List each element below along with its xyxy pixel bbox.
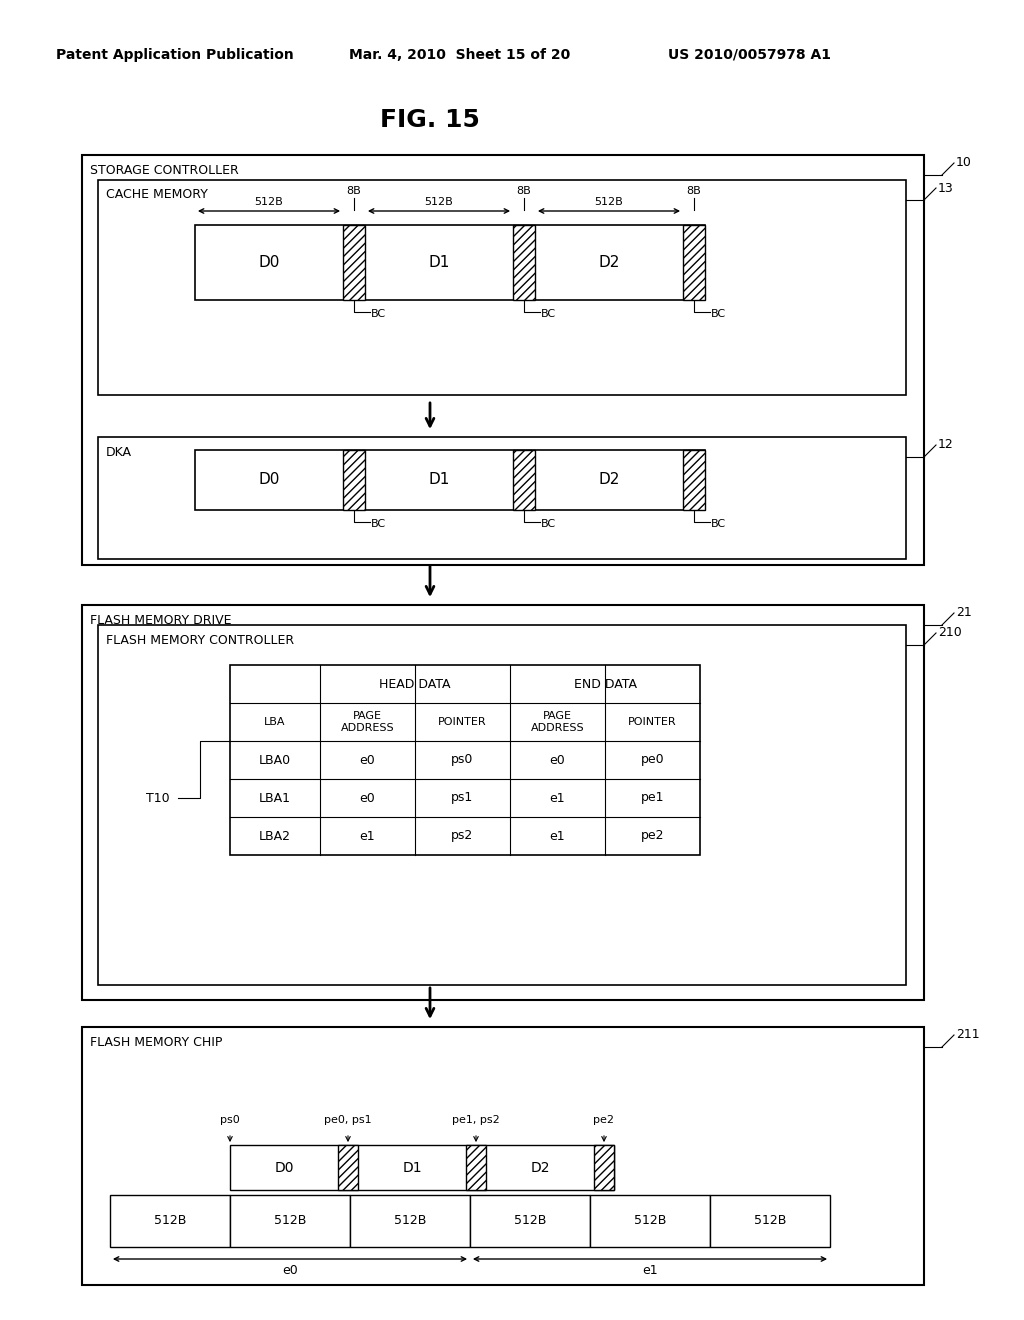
Text: 12: 12	[938, 438, 953, 451]
Text: END DATA: END DATA	[573, 677, 637, 690]
Bar	[195, 450, 705, 510]
Text: ps0: ps0	[452, 754, 474, 767]
Text: pe0: pe0	[641, 754, 665, 767]
Bar	[82, 1027, 924, 1284]
Text: Mar. 4, 2010  Sheet 15 of 20: Mar. 4, 2010 Sheet 15 of 20	[349, 48, 570, 62]
Text: FLASH MEMORY DRIVE: FLASH MEMORY DRIVE	[90, 614, 231, 627]
Text: T10: T10	[146, 792, 170, 804]
Text: LBA0: LBA0	[259, 754, 291, 767]
Text: BC: BC	[371, 519, 386, 529]
Bar	[710, 1195, 830, 1247]
Text: Patent Application Publication: Patent Application Publication	[56, 48, 294, 62]
Text: PAGE
ADDRESS: PAGE ADDRESS	[530, 711, 585, 733]
Text: FIG. 15: FIG. 15	[380, 108, 480, 132]
Bar	[98, 180, 906, 395]
Bar	[683, 450, 705, 510]
Text: D0: D0	[258, 255, 280, 271]
Text: 21: 21	[956, 606, 972, 619]
Bar	[230, 1195, 350, 1247]
Text: FLASH MEMORY CONTROLLER: FLASH MEMORY CONTROLLER	[106, 634, 294, 647]
Text: D2: D2	[598, 473, 620, 487]
Text: pe1, ps2: pe1, ps2	[453, 1115, 500, 1125]
Text: LBA: LBA	[264, 717, 286, 727]
Bar	[466, 1144, 486, 1191]
Bar	[594, 1144, 614, 1191]
Text: D1: D1	[428, 255, 450, 271]
Bar	[98, 624, 906, 985]
Text: D2: D2	[530, 1160, 550, 1175]
Text: DKA: DKA	[106, 446, 132, 458]
Text: STORAGE CONTROLLER: STORAGE CONTROLLER	[90, 165, 239, 177]
Text: e0: e0	[359, 754, 376, 767]
Bar	[230, 665, 700, 855]
Text: FLASH MEMORY CHIP: FLASH MEMORY CHIP	[90, 1035, 222, 1048]
Text: BC: BC	[541, 519, 556, 529]
Bar	[82, 605, 924, 1001]
Text: BC: BC	[711, 519, 726, 529]
Text: BC: BC	[541, 309, 556, 319]
Text: PAGE
ADDRESS: PAGE ADDRESS	[341, 711, 394, 733]
Text: 512B: 512B	[754, 1214, 786, 1228]
Text: BC: BC	[711, 309, 726, 319]
Bar	[195, 224, 705, 300]
Text: 211: 211	[956, 1028, 980, 1041]
Bar	[82, 154, 924, 565]
Text: D1: D1	[428, 473, 450, 487]
Text: D0: D0	[274, 1160, 294, 1175]
Text: pe2: pe2	[594, 1115, 614, 1125]
Bar	[98, 437, 906, 558]
Text: POINTER: POINTER	[628, 717, 677, 727]
Text: e0: e0	[550, 754, 565, 767]
Bar	[338, 1144, 358, 1191]
Text: LBA2: LBA2	[259, 829, 291, 842]
Text: pe2: pe2	[641, 829, 665, 842]
Text: pe0, ps1: pe0, ps1	[325, 1115, 372, 1125]
Text: LBA1: LBA1	[259, 792, 291, 804]
Text: e0: e0	[359, 792, 376, 804]
Text: D2: D2	[598, 255, 620, 271]
Text: HEAD DATA: HEAD DATA	[379, 677, 451, 690]
Text: ps0: ps0	[220, 1115, 240, 1125]
Text: 512B: 512B	[154, 1214, 186, 1228]
Text: 512B: 512B	[595, 197, 624, 207]
Text: 210: 210	[938, 627, 962, 639]
Text: CACHE MEMORY: CACHE MEMORY	[106, 189, 208, 202]
Text: 512B: 512B	[255, 197, 284, 207]
Text: 512B: 512B	[273, 1214, 306, 1228]
Bar	[110, 1195, 230, 1247]
Bar	[513, 224, 535, 300]
Text: e1: e1	[359, 829, 376, 842]
Bar	[343, 224, 365, 300]
Text: pe1: pe1	[641, 792, 665, 804]
Bar	[590, 1195, 710, 1247]
Text: 512B: 512B	[634, 1214, 667, 1228]
Bar	[230, 1144, 614, 1191]
Text: e1: e1	[642, 1265, 657, 1278]
Text: D1: D1	[402, 1160, 422, 1175]
Bar	[470, 1195, 590, 1247]
Text: 8B: 8B	[687, 186, 701, 195]
Text: e0: e0	[283, 1265, 298, 1278]
Bar	[683, 224, 705, 300]
Text: US 2010/0057978 A1: US 2010/0057978 A1	[669, 48, 831, 62]
Bar	[513, 450, 535, 510]
Text: 512B: 512B	[394, 1214, 426, 1228]
Bar	[343, 450, 365, 510]
Text: 512B: 512B	[425, 197, 454, 207]
Text: POINTER: POINTER	[438, 717, 486, 727]
Text: 10: 10	[956, 157, 972, 169]
Text: 13: 13	[938, 181, 953, 194]
Text: ps1: ps1	[452, 792, 474, 804]
Text: ps2: ps2	[452, 829, 474, 842]
Bar	[350, 1195, 470, 1247]
Text: e1: e1	[550, 792, 565, 804]
Text: 8B: 8B	[347, 186, 361, 195]
Text: D0: D0	[258, 473, 280, 487]
Text: BC: BC	[371, 309, 386, 319]
Text: 512B: 512B	[514, 1214, 546, 1228]
Text: e1: e1	[550, 829, 565, 842]
Text: 8B: 8B	[517, 186, 531, 195]
